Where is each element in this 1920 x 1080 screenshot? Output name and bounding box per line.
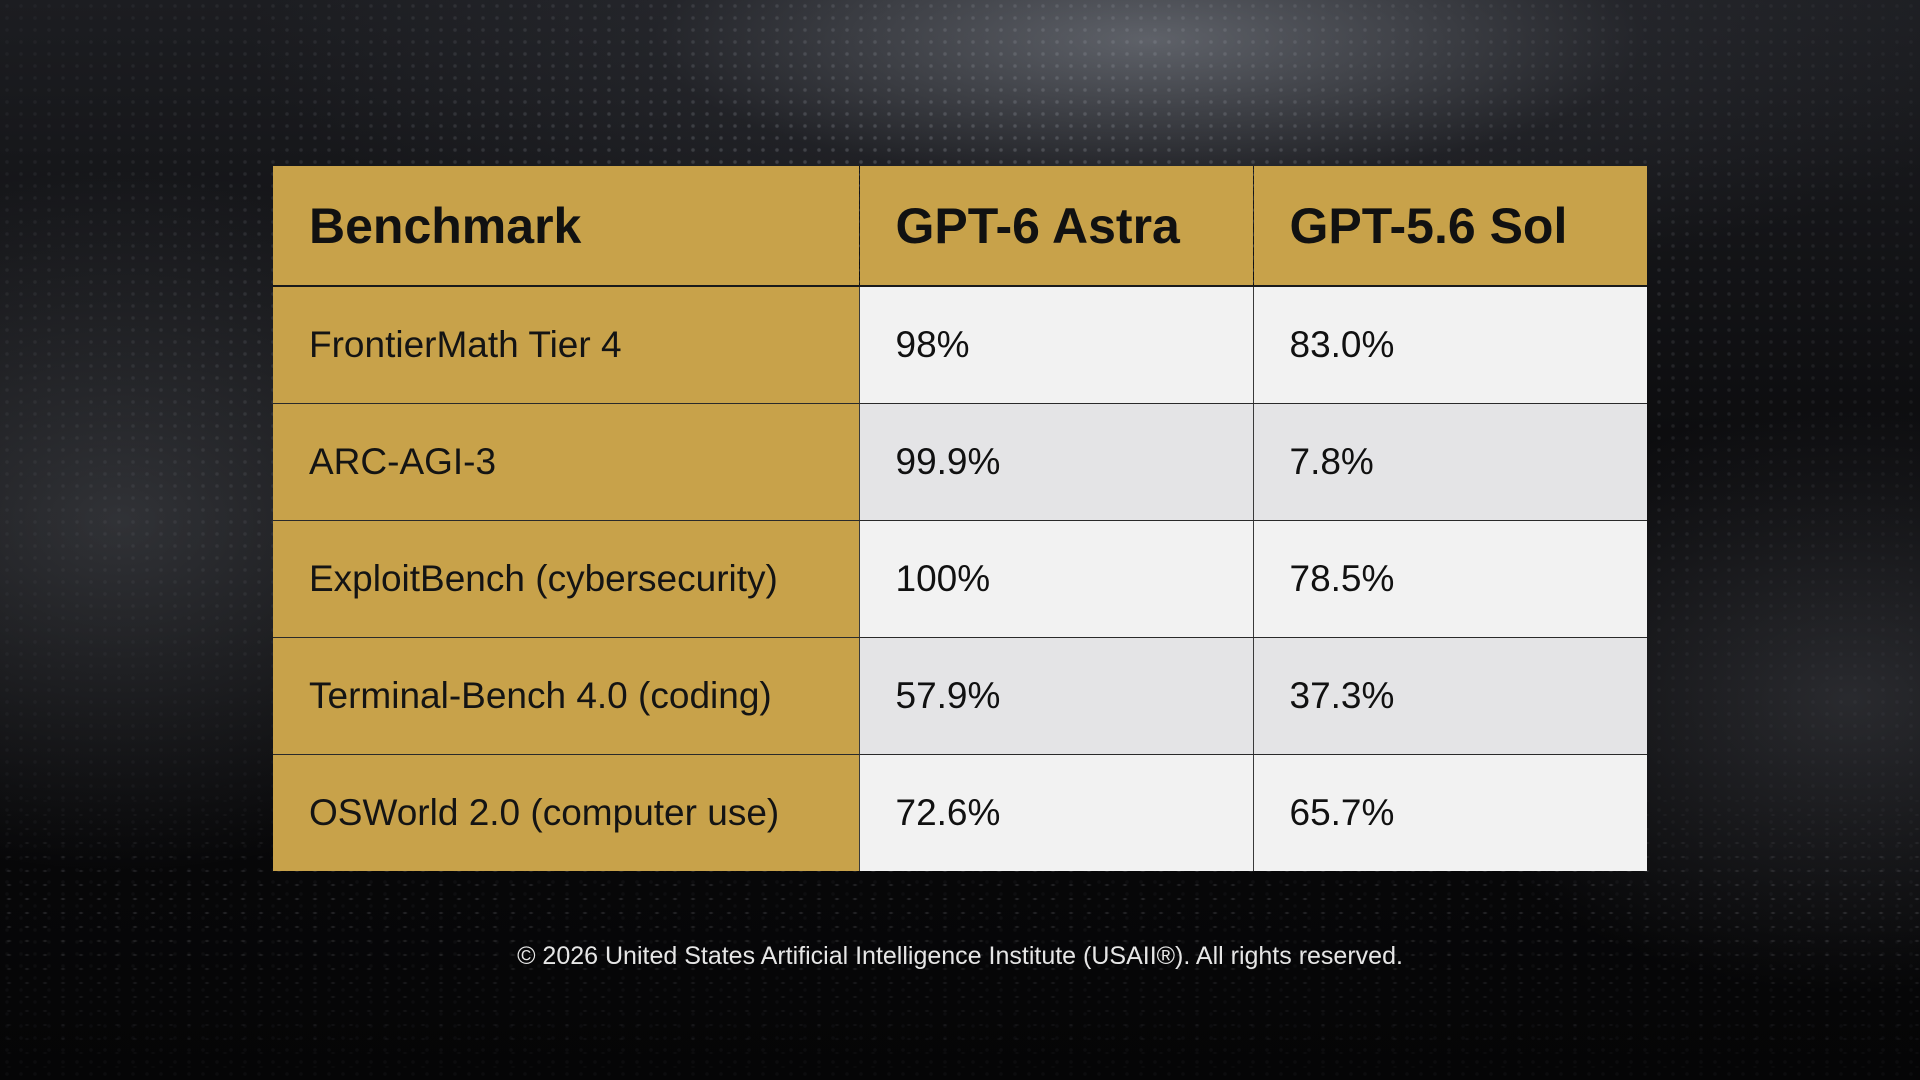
benchmark-name: FrontierMath Tier 4 [273, 286, 859, 404]
table-row: Terminal-Bench 4.0 (coding) 57.9% 37.3% [273, 637, 1647, 755]
benchmark-name: ARC-AGI-3 [273, 403, 859, 521]
benchmark-name: Terminal-Bench 4.0 (coding) [273, 637, 859, 755]
table-row: ExploitBench (cybersecurity) 100% 78.5% [273, 520, 1647, 638]
benchmark-name: OSWorld 2.0 (computer use) [273, 754, 859, 871]
benchmark-table: Benchmark GPT-6 Astra GPT-5.6 Sol Fronti… [273, 166, 1647, 871]
header-row: Benchmark GPT-6 Astra GPT-5.6 Sol [273, 166, 1647, 287]
table-header: Benchmark GPT-6 Astra GPT-5.6 Sol [273, 166, 1647, 287]
header-gpt-6-astra: GPT-6 Astra [858, 166, 1253, 287]
score-gpt-5-6-sol: 7.8% [1252, 403, 1647, 521]
header-gpt-5-6-sol: GPT-5.6 Sol [1252, 166, 1647, 287]
copyright-footer: © 2026 United States Artificial Intellig… [517, 942, 1403, 970]
table-body: FrontierMath Tier 4 98% 83.0% ARC-AGI-3 … [273, 286, 1647, 871]
score-gpt-6-astra: 98% [858, 286, 1253, 404]
header-benchmark: Benchmark [273, 166, 859, 287]
table-row: OSWorld 2.0 (computer use) 72.6% 65.7% [273, 754, 1647, 871]
table-row: FrontierMath Tier 4 98% 83.0% [273, 286, 1647, 404]
score-gpt-5-6-sol: 78.5% [1252, 520, 1647, 638]
score-gpt-6-astra: 57.9% [858, 637, 1253, 755]
table-row: ARC-AGI-3 99.9% 7.8% [273, 403, 1647, 521]
benchmark-name: ExploitBench (cybersecurity) [273, 520, 859, 638]
score-gpt-5-6-sol: 83.0% [1252, 286, 1647, 404]
score-gpt-6-astra: 100% [858, 520, 1253, 638]
score-gpt-5-6-sol: 65.7% [1252, 754, 1647, 871]
score-gpt-6-astra: 99.9% [858, 403, 1253, 521]
score-gpt-6-astra: 72.6% [858, 754, 1253, 871]
score-gpt-5-6-sol: 37.3% [1252, 637, 1647, 755]
